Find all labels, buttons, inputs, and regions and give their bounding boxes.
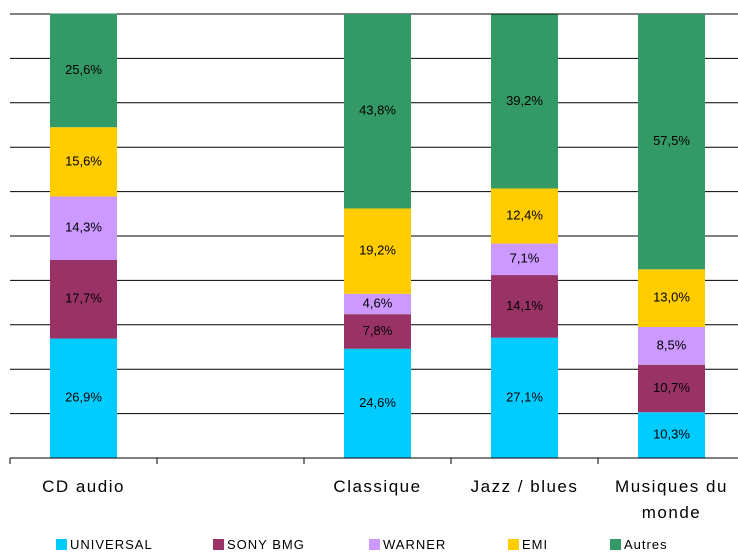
data-label: 26,9% xyxy=(65,390,102,405)
legend-label: EMI xyxy=(522,537,549,552)
data-label: 13,0% xyxy=(653,290,690,305)
data-label: 17,7% xyxy=(65,291,102,306)
data-label: 19,2% xyxy=(359,243,396,258)
legend-swatch xyxy=(508,539,519,550)
legend-item: EMI xyxy=(508,537,548,553)
legend-swatch xyxy=(56,539,67,550)
bar-segment xyxy=(344,293,411,315)
bar-segment xyxy=(50,13,117,128)
data-label: 27,1% xyxy=(506,389,543,404)
data-label: 8,5% xyxy=(657,337,687,352)
data-label: 43,8% xyxy=(359,103,396,118)
bar-segment xyxy=(638,14,705,270)
bar-segment xyxy=(344,314,411,349)
legend-item: WARNER xyxy=(369,537,446,553)
bar-segment xyxy=(50,127,117,197)
legend-label: Autres xyxy=(624,537,668,552)
x-tick-label: Classique xyxy=(333,477,422,496)
data-label: 14,3% xyxy=(65,220,102,235)
bar-segment xyxy=(638,269,705,328)
data-label: 14,1% xyxy=(506,298,543,313)
bar-segment xyxy=(50,338,117,458)
bar-segment xyxy=(638,327,705,365)
bar-segment xyxy=(491,188,558,244)
bar-segment xyxy=(638,412,705,458)
bar-segment xyxy=(491,243,558,276)
bar-segment xyxy=(344,348,411,458)
data-label: 7,1% xyxy=(510,251,540,266)
bar-segment xyxy=(491,275,558,338)
data-label: 39,2% xyxy=(506,93,543,108)
bar-segment xyxy=(344,208,411,294)
data-label: 7,8% xyxy=(363,323,393,338)
legend-swatch xyxy=(369,539,380,550)
data-label: 25,6% xyxy=(65,62,102,77)
legend-swatch xyxy=(610,539,621,550)
legend-label: WARNER xyxy=(383,537,447,552)
bar-segment xyxy=(50,259,117,339)
data-label: 12,4% xyxy=(506,207,543,222)
legend-label: UNIVERSAL xyxy=(70,537,153,552)
legend-label: SONY BMG xyxy=(227,537,305,552)
bar-segment xyxy=(638,364,705,413)
legend-swatch xyxy=(213,539,224,550)
bar-segment xyxy=(491,337,558,458)
bar-segment xyxy=(491,14,558,189)
data-label: 10,7% xyxy=(653,380,690,395)
bar-segment xyxy=(344,14,411,209)
x-tick-label: Musiques du monde xyxy=(615,477,728,522)
bar-segment xyxy=(50,196,117,260)
data-label: 10,3% xyxy=(653,427,690,442)
data-label: 57,5% xyxy=(653,133,690,148)
data-label: 15,6% xyxy=(65,153,102,168)
legend-item: UNIVERSAL xyxy=(56,537,153,553)
legend-item: SONY BMG xyxy=(213,537,305,553)
data-label: 4,6% xyxy=(363,295,393,310)
x-tick-label: CD audio xyxy=(42,477,125,496)
x-tick-label: Jazz / blues xyxy=(470,477,579,496)
legend-item: Autres xyxy=(610,537,668,553)
data-label: 24,6% xyxy=(359,395,396,410)
